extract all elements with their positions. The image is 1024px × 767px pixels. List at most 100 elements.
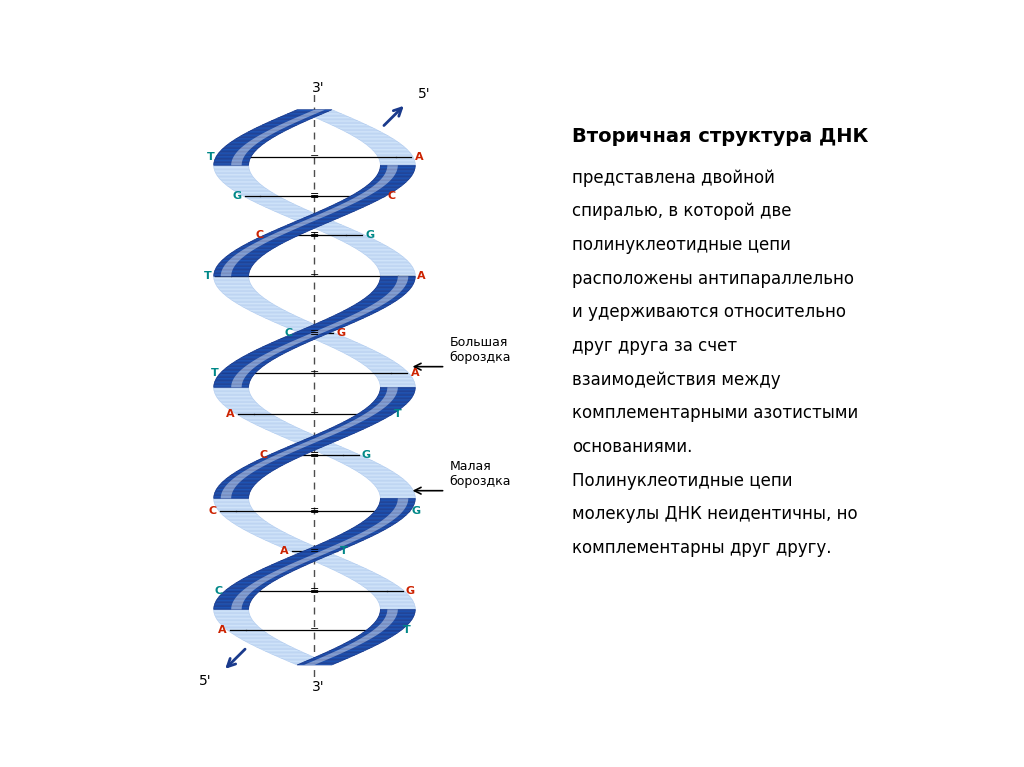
Polygon shape	[308, 555, 322, 557]
Polygon shape	[304, 219, 317, 221]
Polygon shape	[294, 554, 332, 555]
Polygon shape	[379, 604, 415, 605]
Polygon shape	[382, 398, 394, 400]
Polygon shape	[373, 290, 409, 291]
Polygon shape	[247, 364, 259, 365]
Polygon shape	[223, 369, 259, 370]
Polygon shape	[380, 500, 415, 501]
Polygon shape	[387, 389, 397, 390]
Polygon shape	[377, 404, 389, 406]
Polygon shape	[329, 427, 367, 429]
Polygon shape	[233, 377, 245, 379]
Polygon shape	[378, 379, 414, 380]
Polygon shape	[231, 386, 242, 387]
Polygon shape	[317, 436, 331, 437]
Polygon shape	[233, 255, 245, 257]
Polygon shape	[216, 507, 252, 508]
Polygon shape	[355, 535, 369, 536]
Polygon shape	[327, 432, 340, 433]
Polygon shape	[351, 357, 388, 358]
Polygon shape	[323, 319, 360, 321]
Polygon shape	[227, 476, 264, 478]
Polygon shape	[222, 268, 233, 269]
Polygon shape	[241, 579, 278, 581]
Polygon shape	[382, 297, 394, 298]
Polygon shape	[351, 245, 388, 247]
Polygon shape	[311, 332, 325, 333]
Polygon shape	[243, 196, 281, 197]
Polygon shape	[297, 221, 335, 222]
Polygon shape	[329, 650, 367, 651]
Polygon shape	[379, 391, 415, 393]
Polygon shape	[376, 154, 412, 156]
Polygon shape	[338, 461, 376, 463]
Polygon shape	[214, 160, 250, 161]
Polygon shape	[221, 180, 258, 182]
Polygon shape	[238, 594, 249, 595]
Polygon shape	[256, 202, 294, 204]
Polygon shape	[265, 122, 303, 123]
Polygon shape	[386, 171, 396, 173]
Polygon shape	[221, 593, 258, 594]
Polygon shape	[379, 393, 415, 394]
Polygon shape	[375, 509, 412, 511]
Polygon shape	[379, 492, 415, 493]
Polygon shape	[368, 479, 404, 480]
Polygon shape	[380, 401, 391, 403]
Polygon shape	[333, 651, 346, 653]
Polygon shape	[231, 362, 268, 364]
Polygon shape	[376, 397, 412, 398]
Polygon shape	[294, 443, 332, 444]
Polygon shape	[370, 182, 407, 183]
Polygon shape	[219, 151, 255, 153]
Polygon shape	[233, 472, 270, 473]
Polygon shape	[249, 362, 261, 364]
Polygon shape	[310, 436, 348, 437]
Polygon shape	[282, 451, 295, 453]
Polygon shape	[284, 558, 323, 559]
Polygon shape	[375, 153, 412, 154]
Polygon shape	[218, 176, 254, 178]
Polygon shape	[226, 367, 263, 368]
Polygon shape	[215, 380, 250, 382]
Polygon shape	[379, 614, 415, 615]
Polygon shape	[246, 354, 283, 355]
Polygon shape	[381, 400, 392, 401]
Polygon shape	[378, 283, 414, 285]
Polygon shape	[271, 341, 309, 343]
Text: T: T	[207, 152, 214, 162]
Polygon shape	[216, 156, 252, 157]
Polygon shape	[291, 662, 329, 663]
Polygon shape	[227, 519, 264, 521]
Polygon shape	[291, 551, 329, 552]
Polygon shape	[243, 466, 281, 468]
Polygon shape	[396, 504, 408, 505]
Polygon shape	[282, 229, 295, 231]
Polygon shape	[379, 281, 415, 283]
Polygon shape	[310, 660, 325, 662]
Polygon shape	[376, 301, 388, 303]
Polygon shape	[323, 565, 360, 566]
Text: A: A	[411, 368, 419, 378]
Polygon shape	[382, 621, 394, 622]
Polygon shape	[262, 650, 300, 651]
Polygon shape	[231, 189, 268, 190]
Polygon shape	[370, 480, 407, 482]
Polygon shape	[303, 660, 342, 662]
Polygon shape	[237, 151, 248, 153]
Polygon shape	[397, 501, 408, 502]
Polygon shape	[232, 602, 244, 604]
Polygon shape	[236, 153, 247, 154]
Polygon shape	[343, 643, 381, 644]
Polygon shape	[228, 260, 241, 261]
Polygon shape	[297, 442, 335, 443]
Polygon shape	[310, 547, 348, 548]
Polygon shape	[373, 372, 409, 374]
Polygon shape	[224, 487, 236, 489]
Polygon shape	[291, 225, 305, 226]
Text: ≡: ≡	[310, 191, 319, 201]
Polygon shape	[271, 564, 309, 565]
Polygon shape	[292, 118, 305, 120]
Text: A: A	[226, 409, 234, 419]
Polygon shape	[251, 200, 289, 202]
